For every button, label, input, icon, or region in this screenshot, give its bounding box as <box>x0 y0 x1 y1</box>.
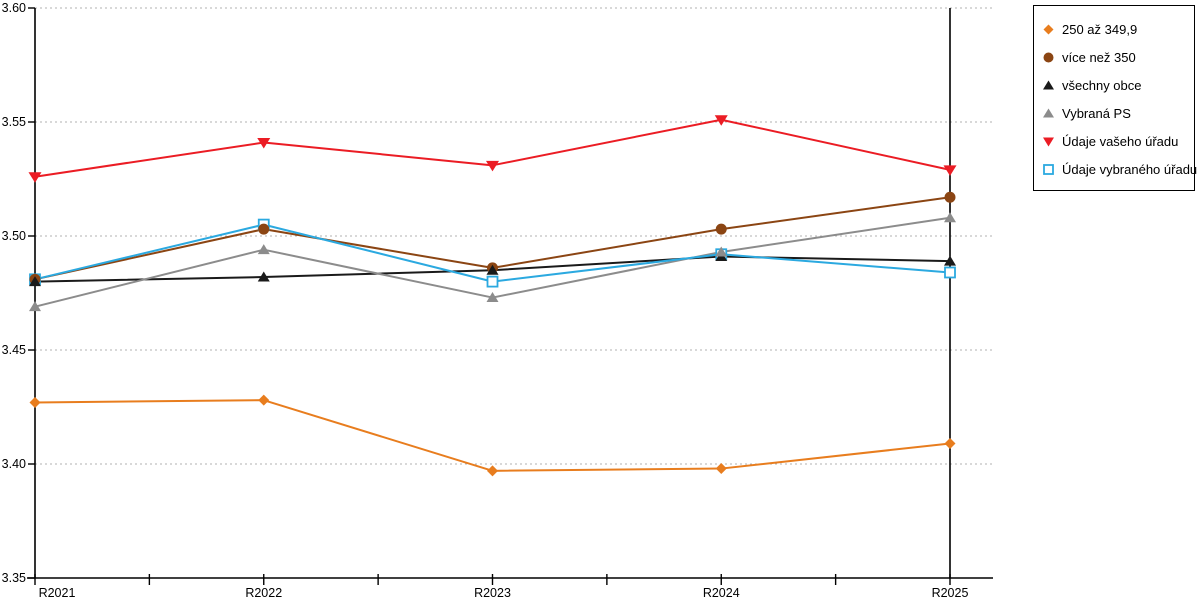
legend-item-1: 250 až 349,9 <box>1042 15 1188 43</box>
y-tick-labels: 3.60 3.55 3.50 3.45 3.40 3.35 <box>2 1 35 585</box>
axes <box>27 8 993 579</box>
legend-item-3: všechny obce <box>1042 71 1188 99</box>
x-tick-label: R2023 <box>474 586 511 600</box>
legend-square-open-icon <box>1042 163 1055 176</box>
marker-triangle-up <box>29 301 41 312</box>
marker-triangle-down <box>257 138 271 149</box>
marker-diamond <box>487 465 498 477</box>
marker-triangle-up <box>944 212 956 223</box>
legend-item-6: Údaje vybraného úřadu <box>1042 155 1197 183</box>
legend: 250 až 349,9 více než 350 všechny obce Vybr… <box>1033 5 1197 191</box>
marker-circle <box>715 223 727 235</box>
legend-triangle-up-icon <box>1042 107 1055 120</box>
x-tick-labels: R2021 R2022 R2023 R2024 R2025 <box>34 574 969 600</box>
legend-label: Údaje vašeho úřadu <box>1062 133 1179 149</box>
marker-circle <box>258 223 270 235</box>
marker-triangle-up <box>715 246 728 257</box>
legend-diamond-icon <box>1042 23 1055 36</box>
y-tick-label: 3.50 <box>2 229 26 243</box>
legend-label: 250 až 349,9 <box>1062 21 1138 37</box>
legend-item-2: více než 350 <box>1042 43 1188 71</box>
marker-circle <box>944 191 956 203</box>
marker-square-open <box>486 275 499 288</box>
marker-triangle-down <box>714 115 728 126</box>
y-tick-label: 3.55 <box>2 115 26 129</box>
marker-diamond <box>715 463 727 475</box>
legend-label: Údaje vybraného úřadu <box>1062 161 1198 177</box>
marker-diamond <box>29 396 41 408</box>
x-tick-label: R2024 <box>703 586 740 600</box>
marker-triangle-up <box>257 244 270 255</box>
legend-label: více než 350 <box>1062 49 1136 65</box>
marker-square-open <box>944 266 956 279</box>
marker-triangle-up <box>486 264 499 275</box>
legend-item-5: Údaje vašeho úřadu <box>1042 127 1188 155</box>
marker-triangle-up <box>944 255 956 266</box>
marker-triangle-up <box>257 271 270 282</box>
marker-triangle-down <box>28 172 42 183</box>
marker-triangle-down <box>486 160 499 172</box>
series-markers <box>28 115 957 477</box>
series-line-1 <box>34 399 951 472</box>
marker-triangle-up <box>486 292 499 303</box>
gridlines <box>35 7 993 465</box>
x-tick-label: R2025 <box>932 586 969 600</box>
legend-item-4: Vybraná PS <box>1042 99 1188 127</box>
legend-circle-icon <box>1042 51 1055 64</box>
marker-diamond <box>258 394 270 406</box>
x-tick-label: R2021 <box>39 586 76 600</box>
y-tick-label: 3.45 <box>2 343 26 357</box>
legend-label: Vybraná PS <box>1062 105 1131 121</box>
y-tick-label: 3.40 <box>2 457 26 471</box>
y-tick-label: 3.35 <box>2 571 26 585</box>
x-tick-label: R2022 <box>245 586 282 600</box>
y-tick-label: 3.60 <box>2 1 26 15</box>
marker-triangle-down <box>943 165 957 176</box>
marker-triangle-up <box>29 276 41 287</box>
legend-triangle-up-icon <box>1042 79 1055 92</box>
marker-diamond <box>944 437 956 449</box>
legend-triangle-down-icon <box>1042 135 1055 148</box>
legend-label: všechny obce <box>1062 77 1142 93</box>
